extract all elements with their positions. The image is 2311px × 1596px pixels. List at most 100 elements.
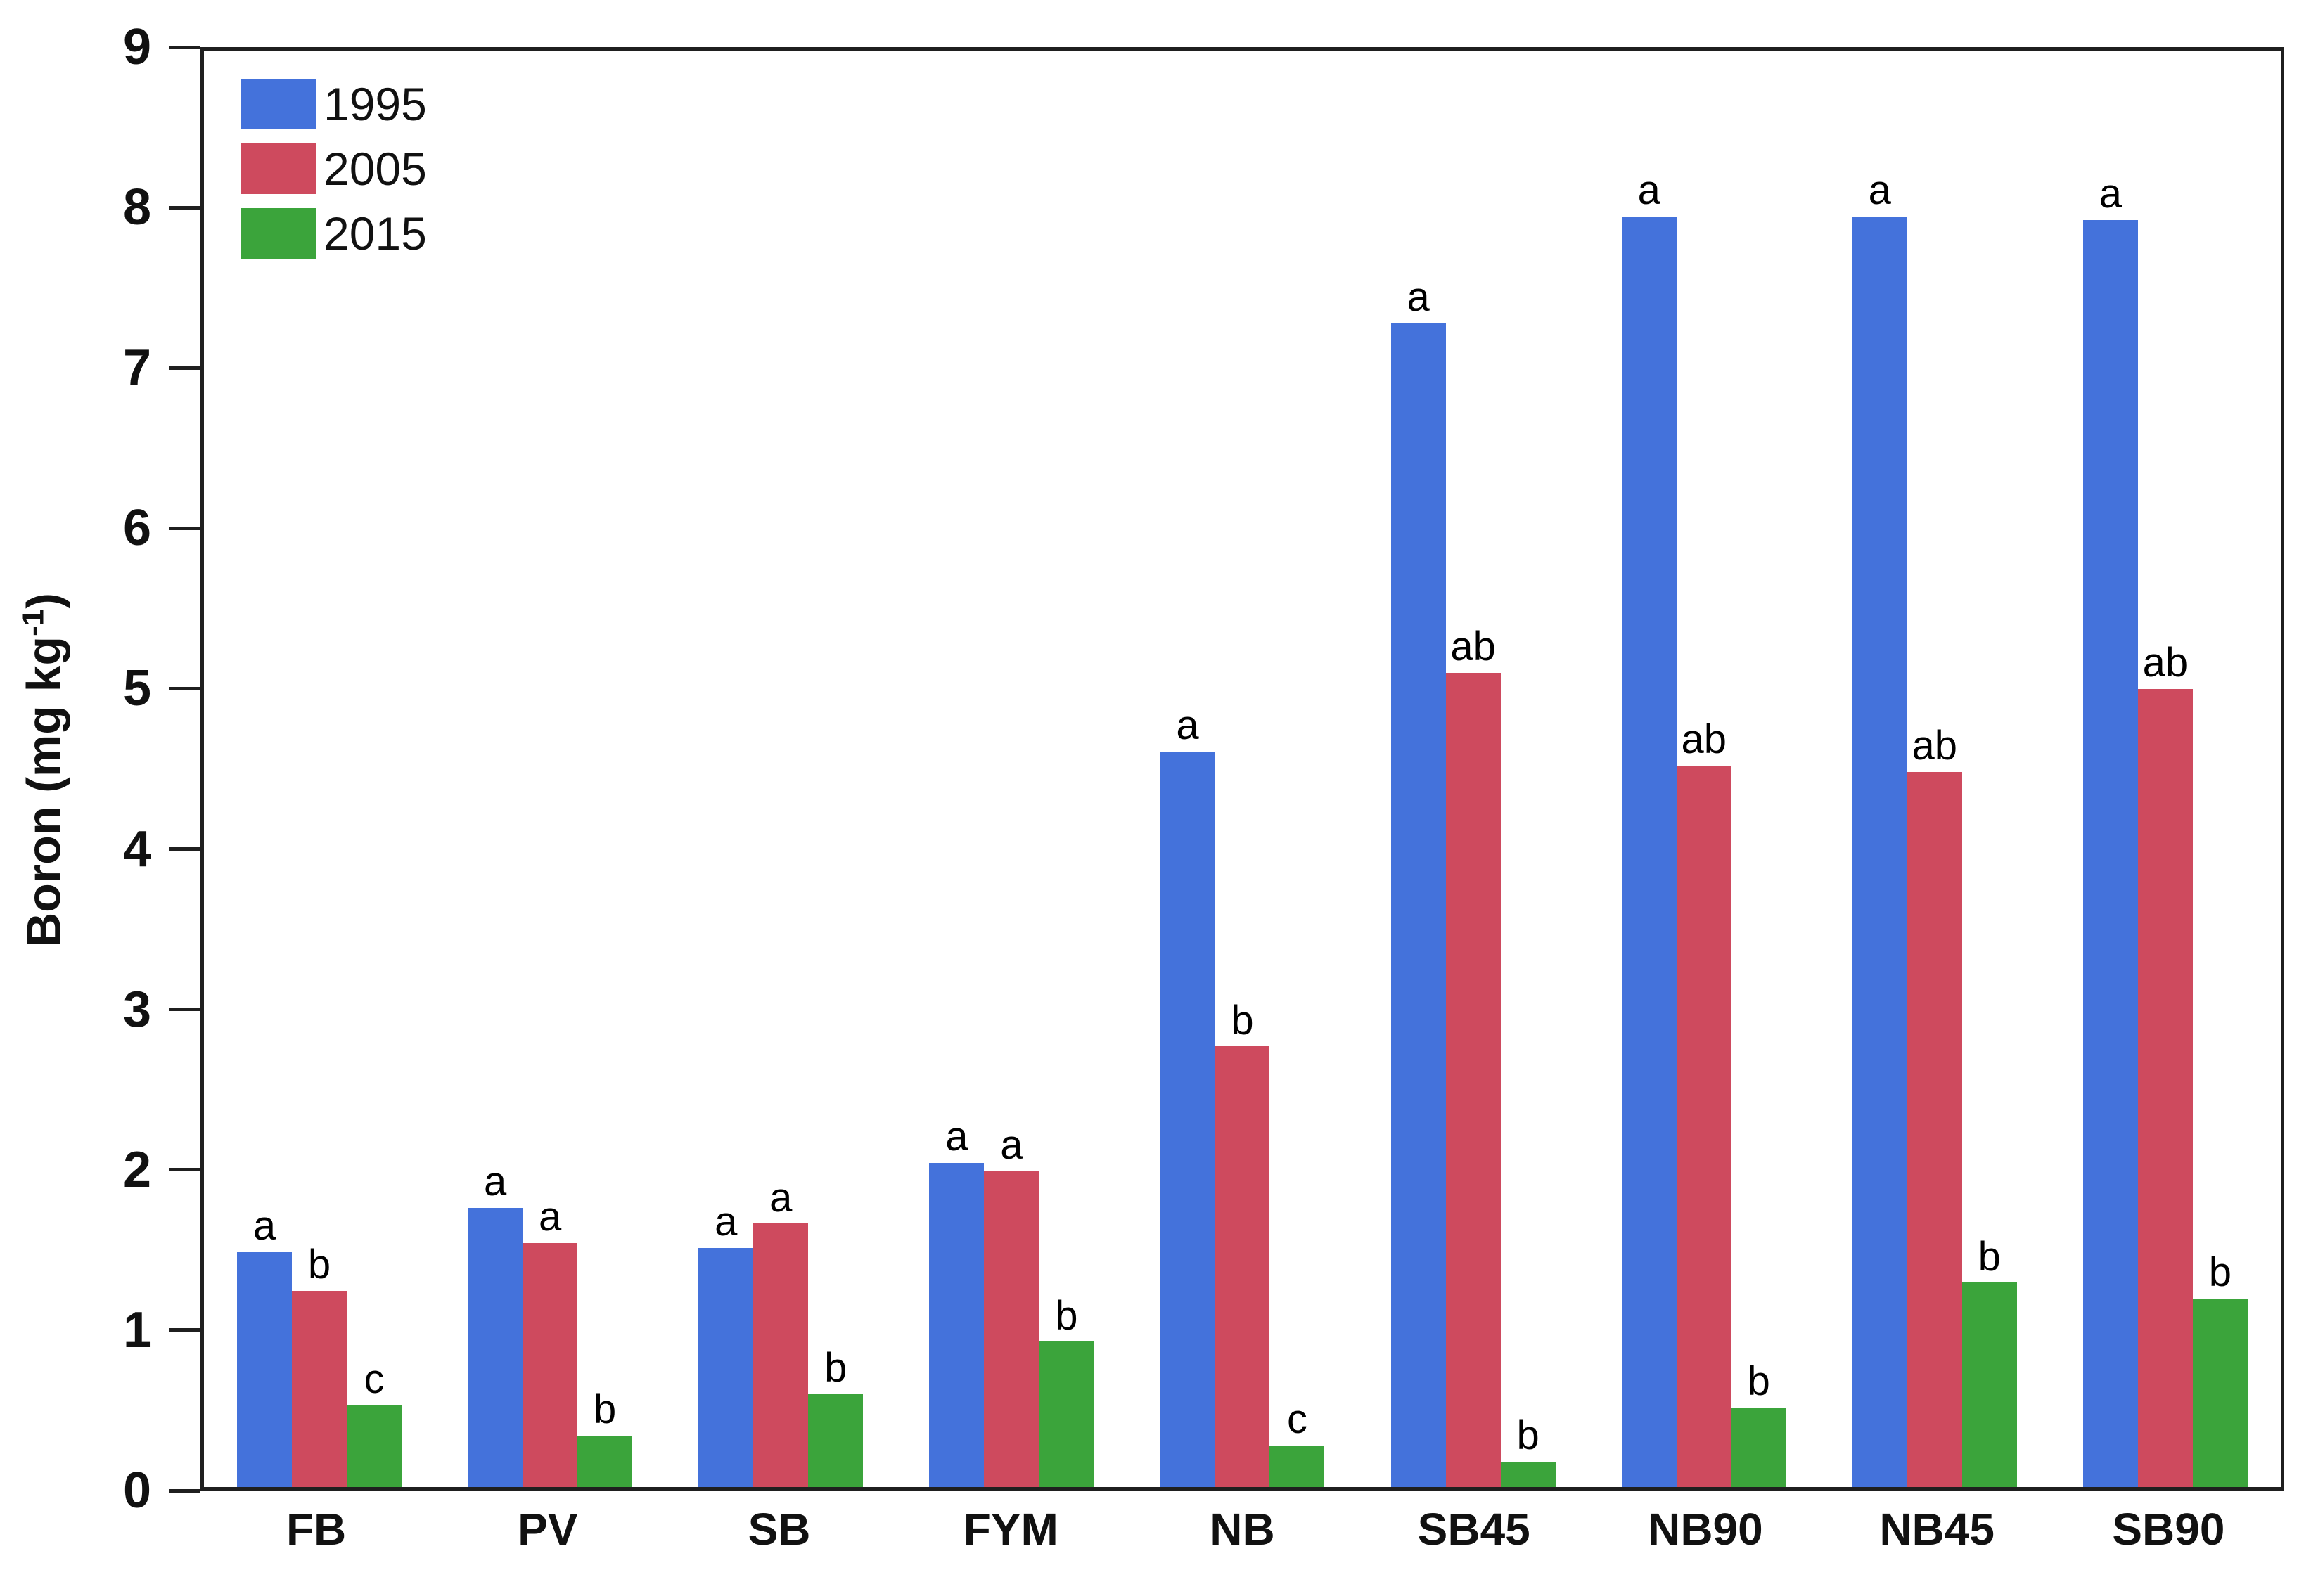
x-category-label-FB: FB (286, 1504, 347, 1555)
legend-label-2005: 2005 (324, 143, 427, 195)
bar-1995-NB (1160, 751, 1215, 1487)
significance-letter: a (769, 1174, 793, 1221)
x-category-label-FYM: FYM (963, 1504, 1058, 1555)
bar-slot: b (1731, 51, 1786, 1487)
y-tick-mark (169, 1488, 200, 1493)
legend: 1995 2005 2015 (241, 77, 427, 260)
y-tick-label: 2 (122, 1141, 151, 1198)
bar-slot: a (237, 51, 293, 1487)
significance-letter: b (2208, 1249, 2232, 1296)
bar-1995-SB90 (2082, 219, 2138, 1487)
y-tick-label: 6 (122, 500, 151, 557)
plot-area: a b c a a b a a b a a b a b c a ab b a ab b a ab b a ab b 1995 2005… (200, 47, 2284, 1491)
significance-letter: b (1055, 1292, 1078, 1339)
legend-item-2005: 2005 (241, 142, 427, 195)
significance-letter: b (307, 1241, 331, 1287)
bar-slot: ab (1445, 51, 1501, 1487)
y-tick-label: 5 (122, 660, 151, 717)
bar-group-SB45: a ab b (1358, 51, 1589, 1487)
y-tick-label: 7 (122, 340, 151, 397)
y-tick-label: 3 (122, 981, 151, 1038)
bar-2005-NB45 (1907, 772, 1962, 1487)
bar-groups: a b c a a b a a b a a b a b c a ab b a ab b a ab b a ab b (204, 51, 2281, 1487)
bar-1995-NB90 (1621, 217, 1677, 1487)
bar-1995-PV (468, 1207, 523, 1487)
bar-2015-SB (808, 1394, 864, 1487)
bar-2005-SB45 (1445, 673, 1501, 1487)
bar-2015-FB (347, 1405, 402, 1487)
y-tick-label: 0 (122, 1462, 151, 1519)
bar-2005-SB90 (2137, 689, 2193, 1487)
bar-slot: a (1160, 51, 1215, 1487)
significance-letter: ab (1450, 624, 1496, 670)
significance-letter: a (252, 1203, 276, 1249)
bar-1995-FB (237, 1252, 293, 1487)
y-tick-label: 9 (122, 19, 151, 75)
y-tick-label: 4 (122, 820, 151, 877)
y-tick-mark (169, 45, 200, 49)
significance-letter: b (1978, 1233, 2001, 1280)
legend-label-2015: 2015 (324, 207, 427, 259)
bar-slot: ab (2137, 51, 2193, 1487)
y-axis-title-close: ) (17, 593, 71, 609)
bar-slot: ab (1676, 51, 1731, 1487)
bar-2005-NB90 (1676, 765, 1731, 1487)
bar-slot: a (1390, 51, 1446, 1487)
y-axis-title: Boron (mg kg-1) (16, 593, 72, 947)
bar-slot: a (984, 51, 1039, 1487)
x-category-label-NB90: NB90 (1648, 1504, 1763, 1555)
bar-2005-SB (753, 1223, 809, 1487)
y-tick-mark (169, 686, 200, 690)
bar-slot: a (698, 51, 754, 1487)
x-category-label-NB45: NB45 (1879, 1504, 1995, 1555)
legend-swatch-2005 (241, 143, 316, 194)
bar-group-NB: a b c (1127, 51, 1357, 1487)
significance-letter: ab (2142, 640, 2189, 686)
significance-letter: a (539, 1193, 562, 1240)
bar-2015-FYM (1039, 1341, 1094, 1487)
y-tick-mark (169, 1328, 200, 1332)
bar-2005-NB (1215, 1046, 1270, 1487)
significance-letter: a (1000, 1121, 1023, 1168)
y-tick-mark (169, 526, 200, 530)
legend-swatch-2015 (241, 208, 316, 259)
bar-slot: a (929, 51, 985, 1487)
bar-group-SB90: a ab b (2050, 51, 2281, 1487)
significance-letter: b (1516, 1412, 1539, 1458)
y-tick-mark (169, 205, 200, 210)
y-tick-mark (169, 1008, 200, 1012)
bar-2005-PV (523, 1242, 578, 1487)
legend-item-1995: 1995 (241, 77, 427, 131)
bar-group-NB45: a ab b (1819, 51, 2050, 1487)
bar-group-NB90: a ab b (1589, 51, 1819, 1487)
bar-slot: b (1961, 51, 2017, 1487)
bar-slot: a (2082, 51, 2138, 1487)
bar-2005-FB (292, 1290, 347, 1487)
bar-2015-NB90 (1731, 1407, 1786, 1487)
y-tick-mark (169, 1168, 200, 1172)
significance-letter: a (1176, 702, 1199, 748)
bar-slot: c (347, 51, 402, 1487)
x-category-label-SB90: SB90 (2112, 1504, 2225, 1555)
significance-letter: a (1868, 167, 1891, 214)
y-axis-title-superscript: -1 (15, 608, 51, 636)
significance-letter: a (1407, 274, 1430, 321)
bar-1995-SB (698, 1247, 754, 1487)
bar-slot: a (1852, 51, 1907, 1487)
y-tick-mark (169, 847, 200, 851)
significance-letter: b (1747, 1358, 1770, 1404)
bar-slot: b (292, 51, 347, 1487)
bar-2015-NB45 (1961, 1282, 2017, 1487)
bar-1995-FYM (929, 1163, 985, 1487)
y-tick-label: 8 (122, 179, 151, 236)
x-category-label-SB: SB (748, 1504, 811, 1555)
y-tick-mark (169, 366, 200, 370)
significance-letter: b (824, 1345, 847, 1391)
bar-slot: a (468, 51, 523, 1487)
significance-letter: b (1231, 997, 1254, 1043)
bar-slot: b (2192, 51, 2248, 1487)
